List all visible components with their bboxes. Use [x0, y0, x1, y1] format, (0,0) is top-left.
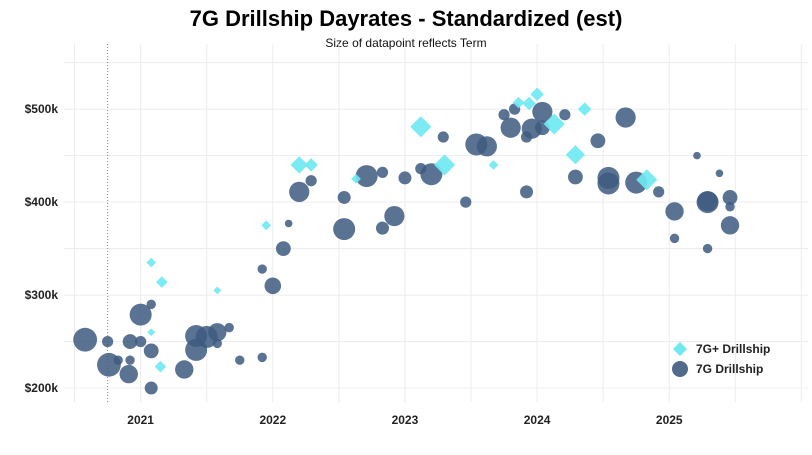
data-point-7g: [337, 190, 351, 204]
legend-marker-7g-plus: [673, 342, 687, 356]
x-tick-label: 2021: [127, 413, 154, 427]
data-point-7g-plus: [351, 174, 361, 184]
data-point-7g: [235, 355, 245, 365]
data-point-7g: [144, 381, 158, 395]
data-point-7g-plus: [146, 257, 157, 268]
data-point-7g: [437, 131, 449, 143]
data-point-7g: [135, 335, 147, 348]
data-point-7g-plus: [261, 220, 272, 231]
data-point-7g: [257, 352, 267, 363]
data-point-7g: [257, 264, 267, 274]
data-point-7g: [398, 171, 412, 185]
data-point-7g: [129, 303, 152, 326]
y-tick-label: $300k: [25, 288, 59, 302]
legend-label-7g: 7G Drillship: [696, 362, 763, 376]
data-point-7g: [568, 169, 583, 185]
y-tick-label: $500k: [25, 102, 59, 116]
data-point-7g: [175, 360, 194, 379]
data-point-7g: [615, 107, 636, 128]
data-point-7g-plus: [543, 113, 565, 135]
data-point-7g: [597, 172, 620, 195]
data-point-7g: [333, 218, 356, 241]
data-point-7g: [212, 338, 222, 349]
data-point-7g: [520, 185, 534, 199]
data-point-7g: [460, 196, 472, 208]
data-point-7g: [669, 233, 680, 244]
data-point-7g: [590, 133, 606, 149]
data-point-7g: [125, 355, 135, 365]
legend: 7G+ Drillship 7G Drillship: [672, 342, 770, 377]
axis-layer: $200k $300k $400k $500k 2021 2022 2023 2024 2025: [25, 102, 683, 427]
data-point-7g-plus: [577, 102, 592, 116]
data-point-7g: [498, 109, 510, 121]
data-point-7g: [208, 323, 227, 342]
data-point-7g: [284, 219, 293, 228]
data-point-7g: [264, 277, 282, 295]
data-point-7g-plus: [155, 276, 168, 288]
data-point-7g: [143, 343, 159, 359]
data-point-7g-plus: [488, 160, 499, 170]
data-point-7g: [532, 101, 553, 123]
data-point-7g-plus: [636, 169, 658, 191]
points-layer: [73, 87, 740, 395]
data-point-7g: [119, 364, 138, 384]
data-point-7g: [355, 165, 378, 188]
data-point-7g: [305, 175, 317, 187]
data-point-7g-plus: [154, 360, 167, 373]
data-point-7g: [720, 216, 740, 235]
data-point-7g-plus: [213, 286, 222, 295]
data-point-7g: [102, 335, 114, 348]
x-tick-label: 2024: [524, 413, 551, 427]
data-point-7g: [420, 163, 443, 186]
data-point-7g: [722, 190, 738, 205]
data-point-7g: [224, 322, 234, 333]
data-point-7g-plus: [290, 156, 308, 174]
data-point-7g: [375, 221, 389, 235]
data-point-7g-plus: [410, 116, 432, 138]
data-point-7g: [693, 151, 701, 160]
data-point-7g-plus: [147, 328, 156, 337]
data-point-7g-plus: [522, 96, 536, 111]
data-point-7g-plus: [434, 154, 456, 176]
data-point-7g: [376, 166, 389, 178]
data-point-7g: [113, 355, 123, 365]
data-point-7g: [73, 327, 98, 352]
data-point-7g: [500, 117, 521, 138]
data-point-7g: [725, 202, 735, 212]
chart-title: 7G Drillship Dayrates - Standardized (es…: [189, 6, 623, 31]
x-tick-label: 2025: [656, 413, 683, 427]
x-tick-label: 2022: [259, 413, 286, 427]
data-point-7g: [384, 205, 405, 227]
data-point-7g-plus: [512, 96, 525, 109]
data-point-7g: [696, 191, 719, 214]
data-point-7g: [665, 202, 684, 221]
legend-label-7g-plus: 7G+ Drillship: [696, 342, 770, 356]
data-point-7g-plus: [304, 158, 318, 172]
x-tick-label: 2023: [392, 413, 419, 427]
y-tick-label: $200k: [25, 381, 59, 395]
data-point-7g: [289, 181, 310, 202]
data-point-7g-plus: [530, 87, 544, 102]
data-point-7g: [146, 299, 156, 310]
y-tick-label: $400k: [25, 195, 59, 209]
data-point-7g: [275, 241, 291, 256]
legend-marker-7g: [672, 361, 688, 377]
data-point-7g-plus: [565, 145, 586, 165]
data-point-7g: [653, 186, 665, 198]
data-point-7g: [559, 109, 571, 121]
data-point-7g: [476, 136, 497, 157]
data-point-7g: [122, 334, 138, 349]
data-point-7g: [702, 243, 713, 254]
chart-subtitle: Size of datapoint reflects Term: [325, 36, 487, 50]
data-point-7g: [715, 169, 724, 178]
